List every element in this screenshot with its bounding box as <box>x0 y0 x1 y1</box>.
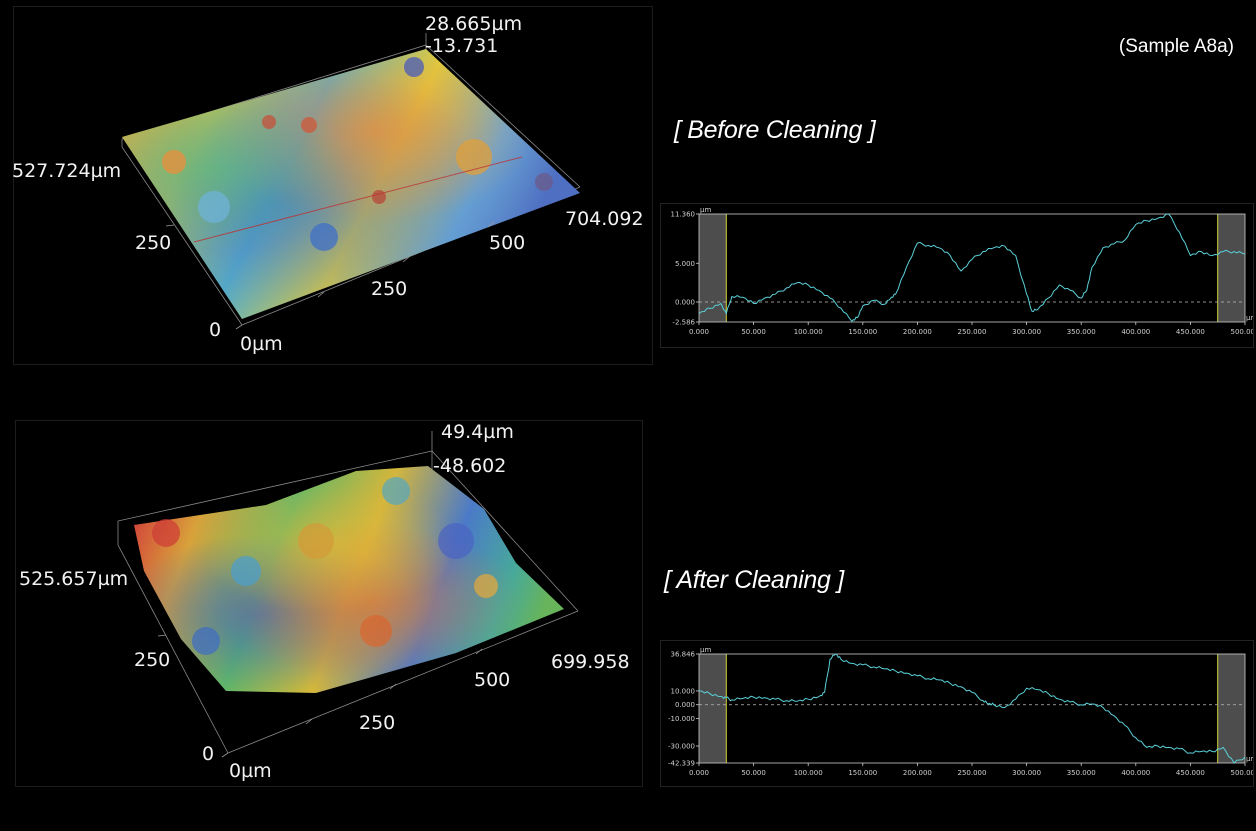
before-profile-line <box>698 213 1246 323</box>
after-x-tick-label: 150.000 <box>848 769 877 777</box>
after-x-tick-label: 200.000 <box>903 769 932 777</box>
after-y-tick-label: 0.000 <box>675 701 695 709</box>
after-cleaning-heading: [ After Cleaning ] <box>664 566 844 594</box>
after-x-tick-500: 500 <box>474 669 511 691</box>
after-y-tick-250: 250 <box>134 649 171 671</box>
surface-3d-before-graphic <box>121 33 581 330</box>
after-plot-frame <box>698 653 1246 764</box>
before-zmax-label: 28.665µm <box>425 13 523 35</box>
before-x-tick-label: 250.000 <box>958 328 987 336</box>
before-x-tick-label: 400.000 <box>1121 328 1150 336</box>
after-origin-x: 0µm <box>229 760 272 782</box>
before-x-tick-label: 500.000 <box>1231 328 1253 336</box>
before-x-tick-label: 100.000 <box>794 328 823 336</box>
before-x-tick-label: 150.000 <box>848 328 877 336</box>
before-y-tick-label: -2.586 <box>672 319 695 327</box>
before-x-tick-label: 300.000 <box>1012 328 1041 336</box>
surface-3d-after: 49.4µm -48.602 525.657µm 699.958 250 500… <box>15 420 643 787</box>
profile-chart-after: µm µm 36.846 10.000 0.000 -10.000 -30.000 -42.3… <box>660 640 1254 787</box>
after-x-tick-label: 250.000 <box>958 769 987 777</box>
after-x-tick-label: 300.000 <box>1012 769 1041 777</box>
before-x-tick-label: 350.000 <box>1067 328 1096 336</box>
before-y-tick-label: 0.000 <box>675 298 695 306</box>
before-y-tick-250: 250 <box>135 232 172 254</box>
after-x-tick-label: 100.000 <box>794 769 823 777</box>
after-x-unit: µm <box>1246 755 1253 763</box>
sample-label: (Sample A8a) <box>1118 36 1234 57</box>
before-x-extent-label: 704.092 <box>565 208 644 230</box>
before-zmin-label: -13.731 <box>425 35 499 57</box>
after-profile-line <box>699 653 1246 764</box>
before-plot-frame <box>698 213 1246 323</box>
before-x-tick-250: 250 <box>371 278 408 300</box>
after-y-tick-label: -30.000 <box>668 743 695 751</box>
profile-chart-after-svg: µm µm 36.846 10.000 0.000 -10.000 -30.000 -42.3… <box>668 646 1253 777</box>
after-x-extent-label: 699.958 <box>551 651 630 673</box>
before-excluded-region-right <box>1217 214 1245 322</box>
after-y-unit: µm <box>700 646 711 654</box>
after-zmin-label: -48.602 <box>433 455 507 477</box>
after-y-tick-label: 10.000 <box>671 687 696 695</box>
after-y-tick-label: 36.846 <box>671 651 696 659</box>
after-x-tick-label: 350.000 <box>1067 769 1096 777</box>
before-x-tick-500: 500 <box>489 232 526 254</box>
after-excluded-region-right <box>1217 654 1245 763</box>
profile-chart-before: µmµm11.3605.0000.000-2.5860.00050.000100… <box>660 203 1254 348</box>
before-x-unit: µm <box>1246 314 1253 322</box>
after-y-tick-label: -10.000 <box>668 715 695 723</box>
before-y-unit: µm <box>700 206 711 214</box>
before-y-tick-label: 5.000 <box>675 260 695 268</box>
after-x-tick-label: 450.000 <box>1176 769 1205 777</box>
before-excluded-region-left <box>699 214 727 322</box>
after-y-tick-label: -42.339 <box>668 760 695 768</box>
before-x-tick-label: 50.000 <box>741 328 766 336</box>
surface-3d-after-graphic <box>117 431 579 758</box>
before-cleaning-heading: [ Before Cleaning ] <box>674 116 876 144</box>
after-x-tick-label: 400.000 <box>1121 769 1150 777</box>
after-zmax-label: 49.4µm <box>441 421 514 443</box>
after-x-tick-250: 250 <box>359 712 396 734</box>
after-x-tick-label: 500.000 <box>1231 769 1253 777</box>
after-x-tick-label: 50.000 <box>741 769 766 777</box>
profile-chart-before-svg: µmµm11.3605.0000.000-2.5860.00050.000100… <box>671 206 1254 336</box>
before-y-tick-label: 11.360 <box>671 211 696 219</box>
before-x-tick-label: 0.000 <box>689 328 709 336</box>
before-origin-x: 0µm <box>240 333 283 355</box>
before-x-tick-label: 200.000 <box>903 328 932 336</box>
surface-3d-before: 28.665µm -13.731 527.724µm 704.092 250 5… <box>12 6 653 365</box>
after-excluded-region-left <box>699 654 727 763</box>
before-x-tick-label: 450.000 <box>1176 328 1205 336</box>
after-origin-y: 0 <box>202 743 215 765</box>
after-x-tick-label: 0.000 <box>689 769 709 777</box>
before-y-extent-label: 527.724µm <box>12 160 122 182</box>
before-origin-y: 0 <box>209 319 222 341</box>
after-y-extent-label: 525.657µm <box>19 568 129 590</box>
